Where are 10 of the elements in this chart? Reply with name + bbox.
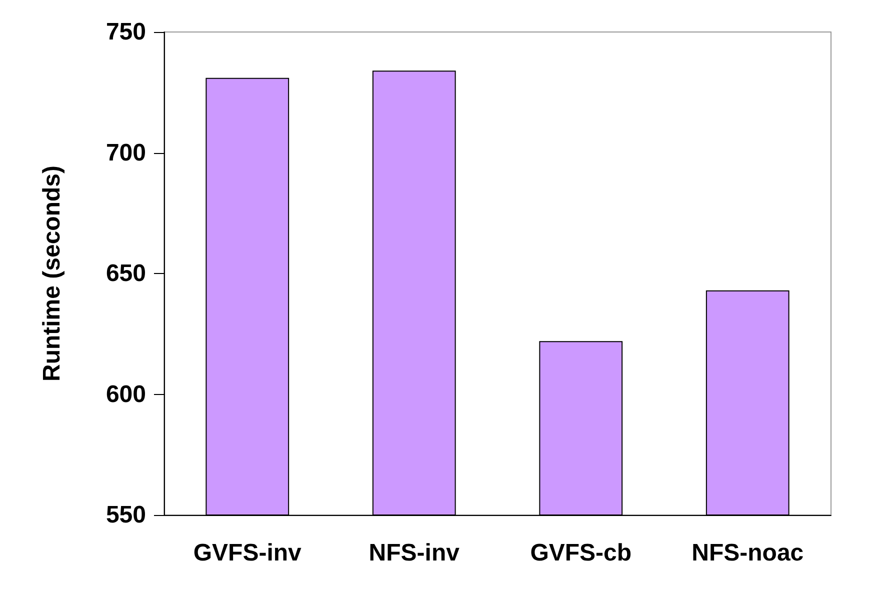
x-tick-label: GVFS-cb [530,540,632,566]
y-tick-label: 550 [106,502,146,528]
y-axis-title: Runtime (seconds) [38,165,66,382]
x-tick-label: GVFS-inv [193,540,302,566]
y-tick-label: 600 [106,380,146,408]
y-tick-label: 700 [106,139,146,166]
x-tick-label: NFS-inv [368,540,460,566]
x-tick-label: NFS-noac [692,540,804,566]
y-tick-label: 750 [106,18,146,46]
y-tick-label: 650 [106,260,146,287]
